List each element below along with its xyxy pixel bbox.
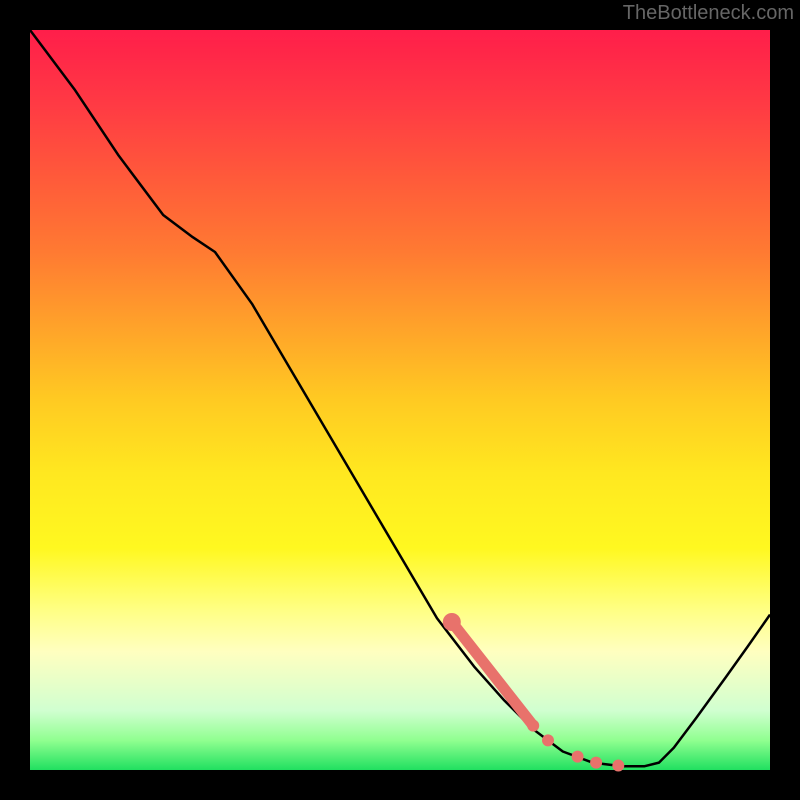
watermark-label: TheBottleneck.com — [623, 2, 794, 25]
chart-container: TheBottleneck.com — [0, 0, 800, 800]
bottleneck-chart — [0, 0, 800, 800]
